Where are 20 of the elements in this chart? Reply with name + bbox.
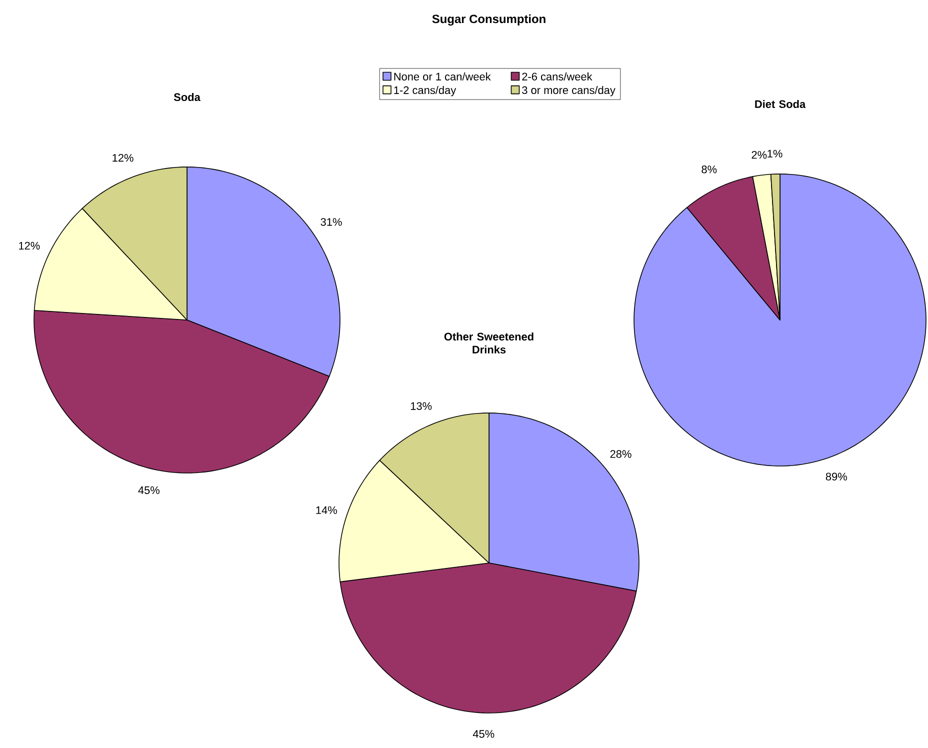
data-label: 13% bbox=[410, 402, 432, 410]
chart-title: Other Sweetened Drinks bbox=[444, 332, 534, 354]
data-label: 14% bbox=[316, 506, 337, 514]
data-label: 31% bbox=[320, 218, 342, 226]
data-label: 12% bbox=[112, 154, 134, 162]
data-label: 2% bbox=[752, 151, 767, 159]
legend-label: 3 or more cans/day bbox=[522, 86, 616, 96]
data-label: 8% bbox=[702, 166, 717, 174]
data-label: 1% bbox=[768, 150, 782, 158]
legend-label: 1-2 cans/day bbox=[394, 86, 456, 96]
text: Sugar Consumption bbox=[432, 14, 546, 26]
data-label: 45% bbox=[472, 730, 494, 738]
data-label: 28% bbox=[610, 450, 632, 458]
legend-label: None or 1 can/week bbox=[394, 72, 491, 80]
chart-title: Diet Soda bbox=[755, 100, 806, 108]
data-label: 89% bbox=[826, 472, 847, 480]
text: Soda bbox=[174, 92, 200, 102]
data-label: 45% bbox=[138, 486, 160, 494]
legend-label: 2-6 cans/week bbox=[522, 72, 592, 80]
data-label: 12% bbox=[19, 242, 40, 250]
